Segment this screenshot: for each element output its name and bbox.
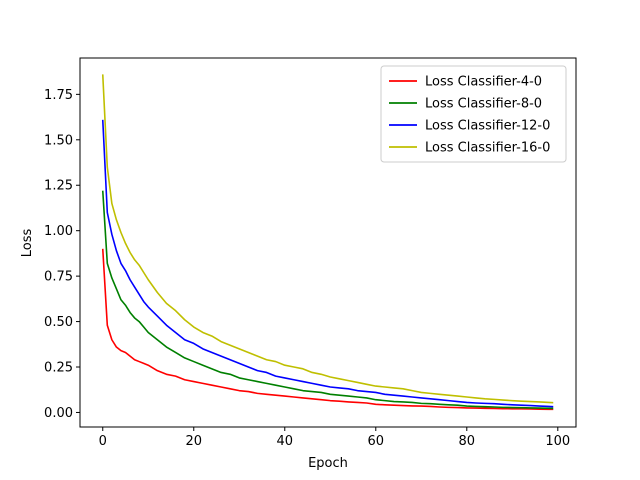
series-line-1 — [101, 248, 554, 411]
y-tick-label: 1.00 — [44, 224, 73, 239]
series-line-4 — [101, 74, 554, 404]
legend-box — [380, 65, 567, 163]
x-axis-label: Epoch — [308, 456, 348, 471]
y-tick-label: 1.50 — [44, 133, 73, 148]
y-tick-label: 0.00 — [44, 406, 73, 421]
x-tick-label: 0 — [99, 434, 107, 449]
legend-label: Loss Classifier-12-0 — [425, 119, 550, 134]
legend-label: Loss Classifier-4-0 — [425, 75, 542, 90]
legend: Loss Classifier-4-0 Loss Classifier-8-0 Lo… — [380, 65, 567, 163]
y-tick-label: 1.25 — [44, 179, 73, 194]
x-tick-label: 20 — [185, 434, 202, 449]
y-tick-label: 0.75 — [44, 270, 73, 285]
x-tick-label: 100 — [545, 434, 570, 449]
y-tick-label: 0.25 — [44, 361, 73, 376]
legend-label: Loss Classifier-16-0 — [425, 141, 550, 156]
x-ticks: 0 20 40 60 80 100 — [99, 427, 570, 449]
x-tick-label: 40 — [276, 434, 293, 449]
y-axis-label: Loss — [20, 229, 35, 258]
axes-frame — [79, 57, 577, 428]
series-line-3 — [101, 119, 554, 408]
plot-lines — [101, 74, 554, 411]
legend-label: Loss Classifier-8-0 — [425, 97, 542, 112]
y-tick-label: 1.75 — [44, 88, 73, 103]
y-ticks: 0.00 0.25 0.50 0.75 1.00 1.25 1.50 1.75 — [44, 88, 80, 421]
x-tick-label: 80 — [459, 434, 476, 449]
x-tick-label: 60 — [368, 434, 385, 449]
series-line-2 — [101, 190, 554, 410]
y-tick-label: 0.50 — [44, 315, 73, 330]
